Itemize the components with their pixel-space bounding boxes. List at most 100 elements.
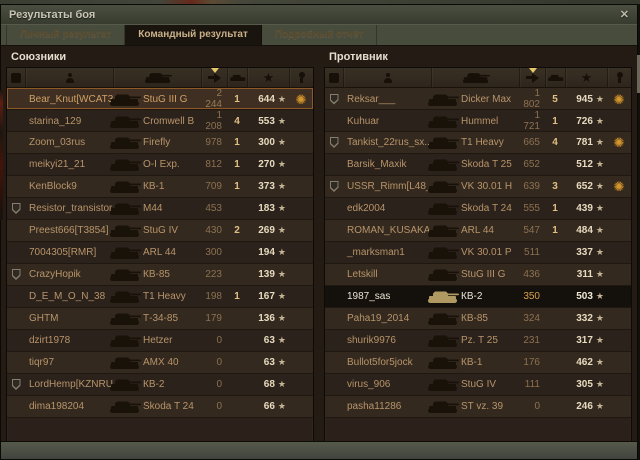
- xp-value: 945: [576, 93, 593, 105]
- player-name[interactable]: meikyi21_21: [29, 159, 86, 170]
- xp-value: 317: [576, 335, 593, 346]
- star-icon: ★: [277, 313, 286, 323]
- vehicle-column-header[interactable]: [431, 68, 519, 87]
- tank-icon: [110, 157, 143, 172]
- player-row[interactable]: Letskill StuG III G 436 311 ★: [325, 264, 631, 286]
- damage-column-header[interactable]: [201, 68, 227, 87]
- player-name[interactable]: Bullot5for5jock: [347, 357, 413, 368]
- vehicle-column-header[interactable]: [113, 68, 201, 87]
- vehicle-name: VK 30.01 H: [461, 181, 513, 192]
- platoon-column-header[interactable]: [7, 68, 25, 87]
- player-name[interactable]: USSR_Rimm[L48_]: [347, 181, 431, 192]
- player-name[interactable]: ROMAN_KUSAKA: [347, 225, 431, 236]
- player-row[interactable]: Bear_Knut[WCAT3] StuG III G 2 244 1 644 ★ ✺: [7, 88, 313, 110]
- close-icon[interactable]: ✕: [619, 9, 629, 21]
- xp-column-header[interactable]: ★: [247, 68, 289, 87]
- player-row[interactable]: Tankist_22rus_sx.. T1 Heavy 665 4 781 ★ ✺: [325, 132, 631, 154]
- player-name[interactable]: Preest666[T3854]: [29, 225, 109, 236]
- player-row[interactable]: dzirt1978 Hetzer 0 63 ★: [7, 330, 313, 352]
- epic-medal-icon[interactable]: ✺: [295, 91, 307, 107]
- player-name[interactable]: dima198204: [29, 401, 85, 412]
- player-row[interactable]: GHTM Т-34-85 179 136 ★: [7, 308, 313, 330]
- player-name[interactable]: Paha19_2014: [347, 313, 410, 324]
- platoon-column-header[interactable]: [325, 68, 343, 87]
- player-row[interactable]: meikyi21_21 O-I Exp. 812 1 270 ★: [7, 154, 313, 176]
- xp-column-header[interactable]: ★: [565, 68, 607, 87]
- player-row[interactable]: Resistor_transistor M44 453 183 ★: [7, 198, 313, 220]
- player-name[interactable]: Barsik_Maxik: [347, 159, 407, 170]
- player-name[interactable]: edk2004: [347, 203, 386, 214]
- epic-medal-icon[interactable]: ✺: [613, 91, 625, 107]
- player-row[interactable]: _marksman1 VK 30.01 P 511 337 ★: [325, 242, 631, 264]
- player-row[interactable]: Zoom_03rus Firefly 978 1 300 ★: [7, 132, 313, 154]
- player-name[interactable]: D_E_M_O_N_38: [29, 291, 106, 302]
- epic-medal-icon[interactable]: ✺: [613, 135, 625, 150]
- player-column-header[interactable]: [343, 68, 431, 87]
- player-name[interactable]: Letskill: [347, 269, 378, 280]
- damage-column-header[interactable]: [519, 68, 545, 87]
- xp-cell: 462 ★: [565, 357, 607, 368]
- player-row[interactable]: 7004305[RMR] ARL 44 300 194 ★: [7, 242, 313, 264]
- player-name[interactable]: Bear_Knut[WCAT3]: [29, 93, 113, 105]
- player-name[interactable]: KenBlock9: [29, 181, 77, 192]
- frags-column-header[interactable]: [545, 68, 565, 87]
- player-name[interactable]: Tankist_22rus_sx..: [347, 137, 430, 148]
- player-row[interactable]: edk2004 Škoda T 24 555 1 439 ★: [325, 198, 631, 220]
- player-row[interactable]: LordHemp[KZNRU] КВ-2 0 68 ★: [7, 374, 313, 396]
- player-row[interactable]: starina_129 Cromwell B 1 208 4 553 ★: [7, 110, 313, 132]
- player-name[interactable]: LordHemp[KZNRU]: [29, 379, 113, 390]
- xp-value: 136: [258, 313, 275, 324]
- player-name[interactable]: 1987_sas: [347, 291, 391, 302]
- player-column-header[interactable]: [25, 68, 113, 87]
- vehicle-name: VK 30.01 P: [461, 247, 512, 258]
- frags-column-header[interactable]: [227, 68, 247, 87]
- tab-team-result[interactable]: Командный результат: [125, 25, 262, 45]
- player-name[interactable]: Kuhuar: [347, 115, 380, 127]
- player-name[interactable]: Reksar___: [347, 93, 396, 105]
- player-row[interactable]: Barsik_Maxik Škoda T 25 652 512 ★: [325, 154, 631, 176]
- table-header: ★: [7, 68, 313, 88]
- player-row[interactable]: CrazyHopik КВ-85 223 139 ★: [7, 264, 313, 286]
- platoon-icon: [11, 203, 21, 214]
- player-row[interactable]: Bullot5for5jock КВ-1 176 462 ★: [325, 352, 631, 374]
- xp-value: 781: [576, 137, 593, 148]
- player-row[interactable]: KenBlock9 КВ-1 709 1 373 ★: [7, 176, 313, 198]
- damage-value: 555: [523, 203, 540, 214]
- player-name[interactable]: GHTM: [29, 313, 59, 324]
- player-name[interactable]: dzirt1978: [29, 335, 71, 346]
- tank-icon: [462, 73, 490, 84]
- player-row[interactable]: 1987_sas КВ-2 350 503 ★: [325, 286, 631, 308]
- player-row[interactable]: tiqr97 AMX 40 0 63 ★: [7, 352, 313, 374]
- tank-icon: [110, 114, 143, 129]
- medals-column-header[interactable]: [607, 68, 631, 87]
- player-row[interactable]: ROMAN_KUSAKA ARL 44 547 1 484 ★: [325, 220, 631, 242]
- player-row[interactable]: Paha19_2014 КВ-85 324 332 ★: [325, 308, 631, 330]
- player-row[interactable]: Preest666[T3854] StuG IV 430 2 269 ★: [7, 220, 313, 242]
- player-name[interactable]: _marksman1: [347, 247, 405, 258]
- epic-medal-icon[interactable]: ✺: [613, 179, 625, 194]
- player-row[interactable]: D_E_M_O_N_38 T1 Heavy 198 1 167 ★: [7, 286, 313, 308]
- tab-personal-result[interactable]: Личный результат: [6, 25, 126, 45]
- player-row[interactable]: dima198204 Škoda T 24 0 66 ★: [7, 396, 313, 418]
- medals-column-header[interactable]: [289, 68, 313, 87]
- player-name[interactable]: Resistor_transistor: [29, 203, 113, 214]
- player-name[interactable]: CrazyHopik: [29, 269, 81, 280]
- player-name[interactable]: virus_906: [347, 379, 391, 390]
- player-name[interactable]: shurik9976: [347, 335, 396, 346]
- player-row[interactable]: shurik9976 Pz. T 25 231 317 ★: [325, 330, 631, 352]
- player-row[interactable]: USSR_Rimm[L48_] VK 30.01 H 639 3 652 ★ ✺: [325, 176, 631, 198]
- player-name[interactable]: starina_129: [29, 115, 82, 127]
- player-name[interactable]: pasha11286: [347, 401, 402, 412]
- tank-icon: [110, 377, 143, 392]
- player-row[interactable]: Kuhuar Hummel 1 721 1 726 ★: [325, 110, 631, 132]
- player-row[interactable]: Reksar___ Dicker Max 1 802 5 945 ★ ✺: [325, 88, 631, 110]
- player-name[interactable]: tiqr97: [29, 357, 55, 368]
- xp-value: 269: [258, 225, 275, 236]
- xp-cell: 945 ★: [565, 94, 607, 105]
- tank-icon: [428, 114, 461, 129]
- player-name[interactable]: Zoom_03rus: [29, 137, 86, 148]
- player-name[interactable]: 7004305[RMR]: [29, 247, 97, 258]
- player-row[interactable]: pasha11286 ST vz. 39 0 246 ★: [325, 396, 631, 418]
- player-row[interactable]: virus_906 StuG IV 111 305 ★: [325, 374, 631, 396]
- tab-detailed-report[interactable]: Подробный отчёт: [262, 25, 378, 45]
